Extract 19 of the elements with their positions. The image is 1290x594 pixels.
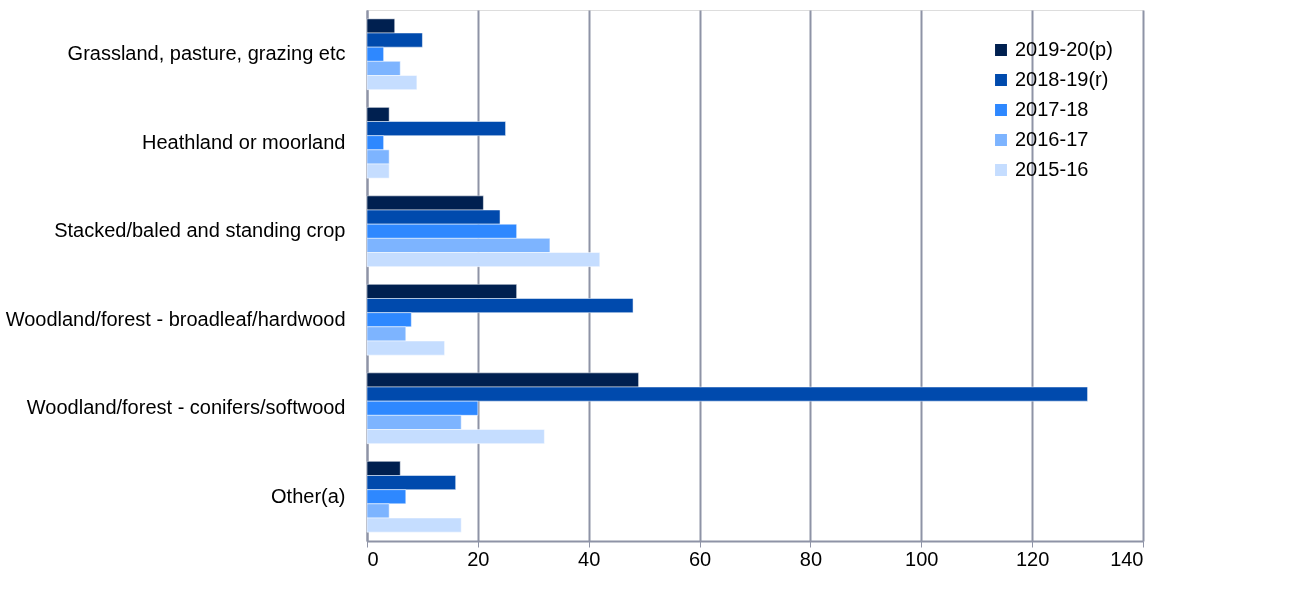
x-tick-label: 60 bbox=[688, 547, 712, 570]
y-tick-label: Woodland/forest - conifers/softwood bbox=[26, 396, 346, 419]
y-tick-label: Other(a) bbox=[271, 484, 346, 507]
legend-label: 2019-20(p) bbox=[1015, 38, 1113, 60]
y-tick-label: Woodland/forest - broadleaf/hardwood bbox=[5, 307, 346, 330]
x-tick-label: 120 bbox=[1015, 547, 1050, 570]
y-tick-label: Stacked/baled and standing crop bbox=[54, 219, 346, 242]
legend-label: 2015-16 bbox=[1015, 158, 1089, 180]
y-tick-label: Heathland or moorland bbox=[142, 130, 346, 153]
x-tick-label: 100 bbox=[905, 547, 939, 570]
legend-label: 2017-18 bbox=[1015, 98, 1089, 120]
x-tick-label: 80 bbox=[799, 547, 823, 570]
x-tick-label: 0 bbox=[367, 547, 379, 570]
x-tick-label: 140 bbox=[1110, 547, 1144, 570]
legend-label: 2018-19(r) bbox=[1015, 68, 1109, 90]
y-tick-label: Grassland, pasture, grazing etc bbox=[67, 42, 346, 65]
x-tick-label: 20 bbox=[467, 547, 490, 570]
legend-label: 2016-17 bbox=[1015, 128, 1089, 150]
x-tick-label: 40 bbox=[578, 547, 601, 570]
